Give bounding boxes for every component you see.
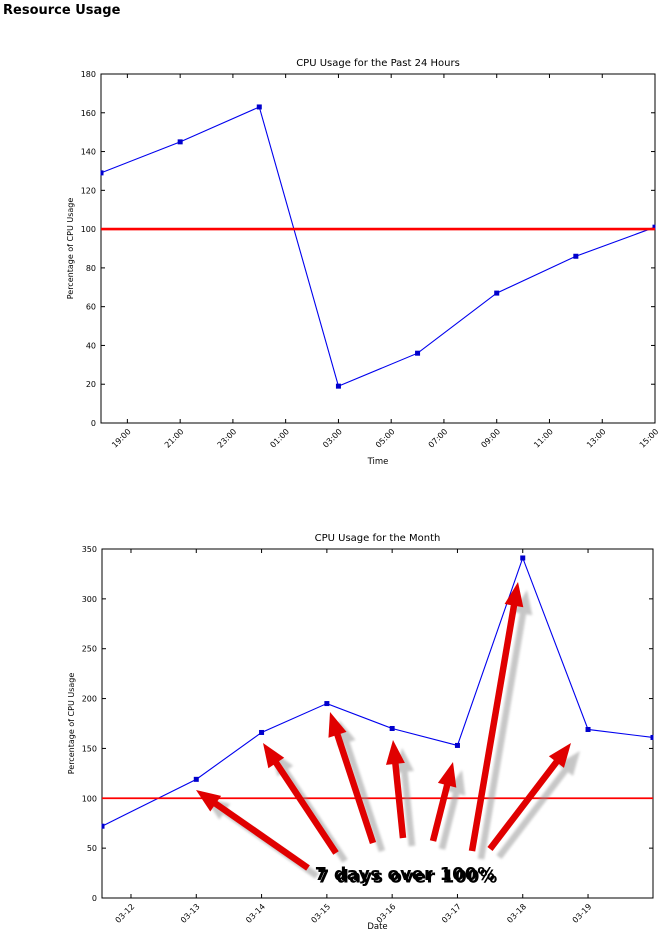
series-line <box>100 106 656 387</box>
x-tick-label: 05:00 <box>374 427 397 450</box>
x-tick-label: 01:00 <box>268 427 291 450</box>
annotation-arrow-head <box>446 770 466 796</box>
y-tick-label: 350 <box>82 545 97 554</box>
annotation-arrow-head <box>548 743 571 768</box>
x-tick-label: 15:00 <box>638 427 661 450</box>
x-axis-label: Time <box>367 457 389 467</box>
x-tick-label: 03-13 <box>179 902 202 925</box>
annotation-arrow-head <box>328 712 347 738</box>
data-point-marker <box>193 776 199 782</box>
data-point-marker <box>585 726 591 732</box>
annotation-arrow-head <box>385 740 405 765</box>
x-tick-label: 03-18 <box>505 902 528 925</box>
annotation-arrow-shaft <box>468 600 519 852</box>
data-point-marker <box>454 742 460 748</box>
series-group <box>101 555 654 829</box>
chart-2: CPU Usage for the Month 0 50 100 150 200 250 30… <box>67 533 654 932</box>
x-tick-label: 23:00 <box>216 427 239 450</box>
data-point-marker <box>650 734 654 740</box>
y-tick-label: 50 <box>87 844 97 853</box>
y-tick-label: 180 <box>81 70 96 79</box>
page-title: Resource Usage <box>3 3 121 18</box>
annotation-arrow-shaft <box>477 608 528 860</box>
annotation-label: 7 days over 100% <box>315 865 495 885</box>
y-tick-label: 20 <box>86 380 96 389</box>
annotation-arrow-shaft <box>332 729 377 845</box>
data-point-marker <box>652 224 656 230</box>
y-tick-label: 40 <box>86 341 96 350</box>
annotation-arrow-head <box>513 590 533 616</box>
x-tick-label: 03-14 <box>244 902 267 925</box>
annotation-arrow-shaft <box>209 798 310 871</box>
y-tick-label: 60 <box>86 303 96 312</box>
data-point-marker <box>389 725 395 731</box>
annotation-arrow-shaft <box>270 757 339 855</box>
annotation-arrow-shaft <box>429 779 452 842</box>
annotation-arrow-shaft <box>400 766 416 847</box>
y-axis-label: Percentage of CPU Usage <box>67 673 76 775</box>
annotation-arrow-head <box>263 743 285 769</box>
annotation-arrows <box>196 582 571 871</box>
y-tick-label: 300 <box>82 595 97 604</box>
y-tick-label: 100 <box>81 225 96 234</box>
series-line <box>101 556 654 827</box>
data-point-marker <box>520 555 526 561</box>
data-point-marker <box>324 701 330 707</box>
chart-title: CPU Usage for the Past 24 Hours <box>296 58 460 69</box>
y-tick-label: 120 <box>81 186 96 195</box>
y-tick-label: 200 <box>82 695 97 704</box>
data-point-marker <box>494 290 500 296</box>
y-tick-label: 250 <box>82 645 97 654</box>
x-tick-label: 19:00 <box>110 427 133 450</box>
y-axis-label: Percentage of CPU Usage <box>66 198 75 300</box>
y-tick-label: 150 <box>82 744 97 753</box>
data-point-marker <box>573 253 579 259</box>
y-tick-label: 0 <box>92 894 97 903</box>
x-tick-label: 07:00 <box>427 427 450 450</box>
data-point-marker <box>335 383 341 389</box>
data-point-marker <box>256 104 262 110</box>
x-tick-label: 11:00 <box>532 427 555 450</box>
annotation-arrow-shaft <box>391 758 407 839</box>
x-tick-label: 03-12 <box>114 902 137 925</box>
y-tick-label: 100 <box>82 794 97 803</box>
y-tick-label: 140 <box>81 148 96 157</box>
x-tick-label: 09:00 <box>479 427 502 450</box>
data-point-marker <box>177 139 183 145</box>
x-tick-label: 03-15 <box>309 902 332 925</box>
annotation-arrow-head <box>196 790 222 812</box>
data-point-marker <box>100 170 104 176</box>
annotation-arrow-head <box>437 762 457 788</box>
y-tick-label: 80 <box>86 264 96 273</box>
plot-frame <box>101 548 654 899</box>
chart-title: CPU Usage for the Month <box>315 533 441 544</box>
data-point-marker <box>415 350 421 356</box>
y-tick-label: 0 <box>91 419 96 428</box>
x-tick-label: 13:00 <box>585 427 608 450</box>
annotation-arrow-shaft <box>341 737 386 853</box>
annotation-label-shadow: 7 days over 100% <box>317 868 497 888</box>
annotation-arrow-shaft <box>496 764 572 859</box>
plot-frame <box>100 73 656 424</box>
x-tick-label: 03-17 <box>440 902 463 925</box>
annotation-arrow-shaft <box>438 787 461 850</box>
data-point-marker <box>259 729 265 735</box>
chart-1: CPU Usage for the Past 24 Hours 0 20 40 60 80… <box>66 58 660 467</box>
x-tick-label: 03-19 <box>571 902 594 925</box>
annotation-arrow-head <box>504 582 524 608</box>
annotation-arrow-head <box>394 748 414 773</box>
annotation-arrow-head <box>557 751 580 776</box>
y-tick-label: 160 <box>81 109 96 118</box>
x-tick-label: 03:00 <box>321 427 344 450</box>
series-group <box>100 104 656 389</box>
annotation-arrow-shaft <box>487 756 563 851</box>
x-tick-label: 21:00 <box>163 427 186 450</box>
x-axis-label: Date <box>367 922 387 932</box>
data-point-marker <box>101 823 105 829</box>
